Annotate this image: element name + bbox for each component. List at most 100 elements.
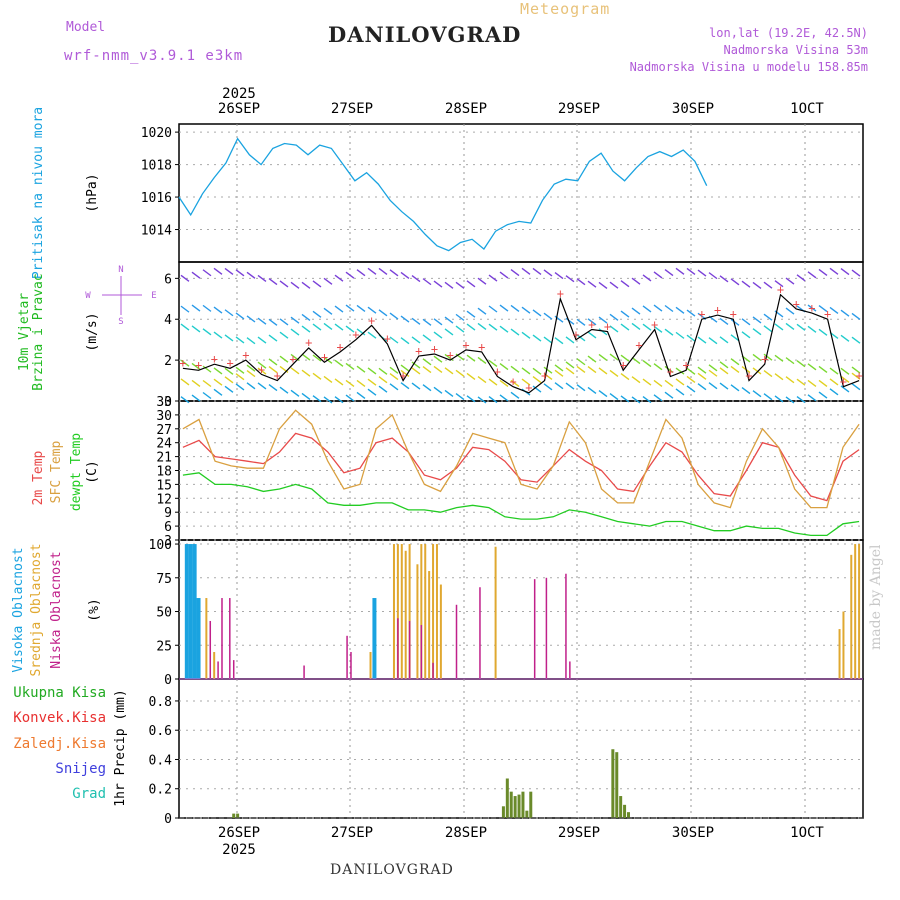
wind-arrow bbox=[818, 379, 828, 387]
wind-arrow bbox=[818, 365, 828, 374]
wind-arrow bbox=[620, 372, 630, 381]
low-cloud-bar bbox=[408, 620, 411, 679]
wind-arrow bbox=[180, 305, 190, 313]
mid-cloud-title: Srednja Oblacnost bbox=[29, 543, 44, 676]
gust-marker: + bbox=[824, 307, 831, 321]
wind-arrow bbox=[268, 318, 278, 326]
wind-arrow bbox=[840, 367, 850, 375]
wind-arrow bbox=[367, 367, 377, 375]
wind-arrow bbox=[763, 325, 773, 333]
wind-arrow bbox=[576, 278, 586, 286]
wind-arrow bbox=[466, 354, 476, 362]
wind-arrow bbox=[851, 312, 861, 320]
wind-arrow bbox=[730, 318, 740, 326]
wind-arrow bbox=[686, 267, 696, 276]
wind-arrow bbox=[807, 379, 817, 388]
wind-arrow bbox=[708, 369, 718, 377]
gust-marker: + bbox=[730, 307, 737, 321]
wind-arrow bbox=[543, 269, 553, 277]
mid-cloud-bar bbox=[424, 544, 427, 679]
precip-bar bbox=[529, 791, 533, 818]
wind-arrow bbox=[180, 359, 190, 367]
wind-arrow bbox=[312, 323, 322, 331]
y-tick-label: 50 bbox=[156, 606, 172, 621]
wind-arrow bbox=[367, 388, 377, 396]
wind-arrow bbox=[774, 395, 784, 403]
wind-arrow bbox=[400, 382, 410, 390]
wind-arrow bbox=[323, 396, 333, 404]
wind-arrow bbox=[807, 394, 817, 402]
wind-arrow bbox=[752, 353, 762, 361]
wind-arrow bbox=[642, 305, 652, 313]
wind-arrow bbox=[279, 280, 289, 288]
y-tick-label: 27 bbox=[156, 423, 172, 438]
wind-arrow bbox=[257, 367, 267, 375]
bottom-day-label: 30SEP bbox=[672, 825, 714, 841]
wind-arrow bbox=[565, 361, 575, 369]
wind-arrow bbox=[257, 336, 267, 344]
mid-cloud-bar bbox=[420, 544, 423, 679]
mid-cloud-bar bbox=[416, 564, 419, 679]
wind-arrow bbox=[290, 367, 300, 375]
y-tick-label: 33 bbox=[156, 395, 172, 410]
precip-bar bbox=[232, 813, 236, 818]
y-tick-label: 9 bbox=[164, 506, 172, 521]
wind-arrow bbox=[653, 379, 663, 388]
mid-cloud-bar bbox=[205, 598, 208, 679]
wind-arrow bbox=[587, 331, 597, 339]
wind-arrow bbox=[554, 382, 564, 390]
wind-arrow bbox=[543, 312, 553, 320]
wind-arrow bbox=[488, 359, 498, 367]
lonlat-text: lon,lat (19.2E, 42.5N) bbox=[709, 26, 868, 40]
mid-cloud-bar bbox=[428, 571, 431, 679]
elevation-text: Nadmorska Visina 53m bbox=[723, 43, 869, 57]
wind-arrow bbox=[730, 358, 740, 366]
low-cloud-bar bbox=[209, 620, 212, 679]
wind-arrow bbox=[521, 367, 531, 375]
wind-arrow bbox=[587, 386, 597, 394]
wind-arrow bbox=[807, 363, 817, 371]
wind-arrow bbox=[829, 367, 839, 375]
gust-marker: + bbox=[478, 340, 485, 354]
gust-marker: + bbox=[651, 317, 658, 331]
gust-marker: + bbox=[368, 313, 375, 327]
wind-arrow bbox=[642, 359, 652, 368]
wind-arrow bbox=[180, 396, 190, 404]
y-tick-label: 75 bbox=[156, 572, 172, 587]
wind-arrow bbox=[334, 323, 344, 331]
wind-arrow bbox=[444, 316, 454, 324]
wind-arrow bbox=[345, 271, 355, 279]
wind-arrow bbox=[389, 366, 399, 374]
wind-arrow bbox=[598, 353, 608, 361]
wind-arrow bbox=[378, 385, 388, 393]
wind-arrow bbox=[499, 363, 509, 371]
wind-arrow bbox=[411, 317, 421, 325]
wind-arrow bbox=[246, 271, 256, 279]
wind-arrow bbox=[455, 313, 465, 321]
wind-arrow bbox=[488, 305, 498, 313]
wind-arrow bbox=[389, 383, 399, 391]
low-cloud-bar bbox=[217, 661, 219, 679]
wind-arrow bbox=[719, 361, 729, 369]
wind-arrow bbox=[444, 389, 454, 398]
wind-arrow bbox=[818, 328, 828, 336]
wind-arrow bbox=[576, 318, 586, 326]
bottom-day-label: 1OCT bbox=[790, 825, 824, 841]
gust-marker: + bbox=[242, 348, 249, 362]
mid-cloud-bar bbox=[494, 546, 497, 679]
wind-arrow bbox=[422, 334, 432, 342]
wind-arrow bbox=[400, 271, 410, 279]
wind-arrow bbox=[213, 306, 223, 314]
precip-bar bbox=[525, 810, 529, 818]
wind-arrow bbox=[224, 376, 234, 384]
wind-arrow bbox=[521, 331, 531, 339]
top-day-label: 26SEP bbox=[218, 101, 260, 117]
wind-arrow bbox=[609, 325, 619, 333]
wind-arrow bbox=[851, 372, 861, 380]
wind-arrow bbox=[818, 304, 828, 313]
wind-arrow bbox=[642, 396, 652, 404]
wind-arrow bbox=[202, 304, 212, 312]
low-cloud-bar bbox=[346, 635, 348, 679]
wind-arrow bbox=[378, 376, 388, 384]
wind-arrow bbox=[213, 331, 223, 339]
